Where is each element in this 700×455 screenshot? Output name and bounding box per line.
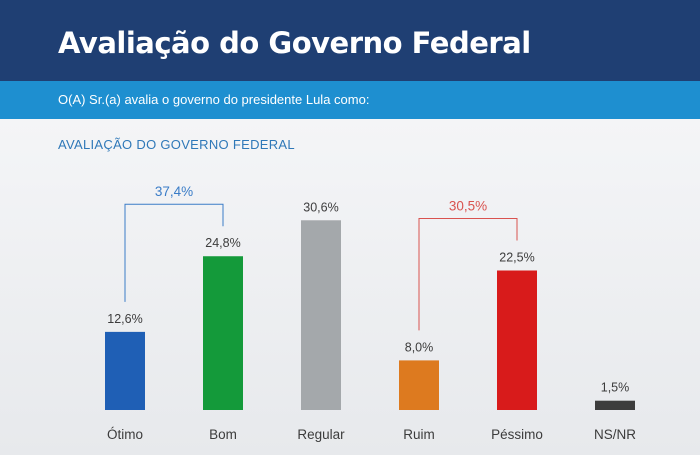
bar-value-label: 1,5%	[601, 381, 630, 395]
bracket-line	[124, 203, 224, 302]
bar-value-label: 30,6%	[303, 200, 338, 214]
bracket-label: 37,4%	[155, 184, 193, 199]
category-label: Ótimo	[107, 427, 143, 442]
category-label: Regular	[297, 427, 345, 442]
bracket-line	[418, 218, 518, 331]
bar-4	[497, 270, 537, 410]
bar-1	[203, 256, 243, 410]
category-label: NS/NR	[594, 427, 636, 442]
chart-title: AVALIAÇÃO DO GOVERNO FEDERAL	[58, 137, 295, 152]
survey-question: O(A) Sr.(a) avalia o governo do presiden…	[58, 92, 370, 107]
bar-0	[105, 331, 145, 410]
question-banner: O(A) Sr.(a) avalia o governo do presiden…	[0, 81, 700, 119]
category-label: Bom	[209, 427, 237, 442]
page-title: Avaliação do Governo Federal	[58, 26, 531, 60]
bar-value-label: 12,6%	[107, 312, 142, 326]
bar-value-label: 8,0%	[405, 340, 434, 354]
bar-5	[595, 400, 635, 410]
bar-3	[399, 360, 439, 410]
category-label: Ruim	[403, 427, 435, 442]
bar-value-label: 22,5%	[499, 251, 534, 265]
category-label: Péssimo	[491, 427, 543, 442]
bracket-label: 30,5%	[449, 199, 487, 214]
title-banner: Avaliação do Governo Federal	[0, 0, 700, 81]
bar-2	[301, 220, 341, 410]
bar-value-label: 24,8%	[205, 236, 240, 250]
